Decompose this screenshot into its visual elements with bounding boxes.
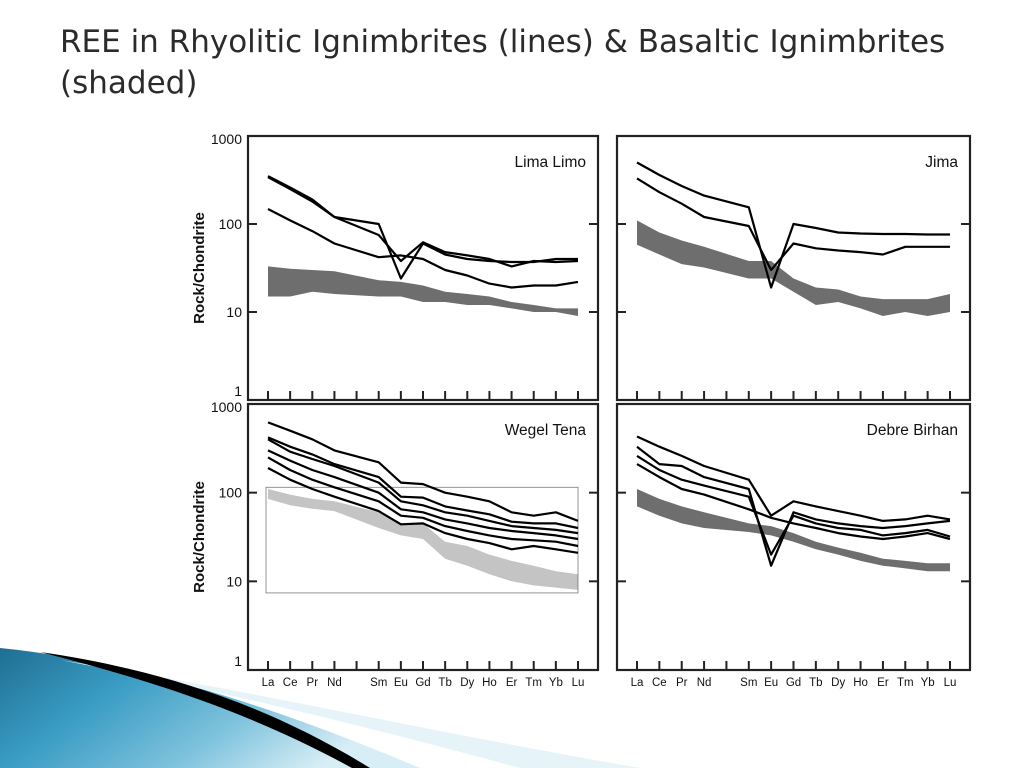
x-tick-label: Tm: [897, 677, 914, 689]
rhyolite-line-2: [267, 436, 579, 530]
rhyolite-line-4: [267, 449, 579, 541]
y-axis-label: Rock/Chondrite: [191, 212, 208, 324]
x-tick-label: Er: [877, 677, 889, 689]
plot-frame: [246, 134, 600, 402]
x-tick-label: Nd: [697, 677, 712, 689]
panel-title: Lima Limo: [515, 154, 587, 171]
x-tick-label: Sm: [740, 677, 757, 689]
rhyolite-line-2: [636, 177, 950, 272]
x-tick-label: Gd: [415, 677, 430, 689]
x-tick-label: Ce: [652, 677, 667, 689]
x-tick-label: Dy: [460, 677, 474, 689]
basaltic-band: [637, 489, 950, 572]
rhyolite-line-1: [636, 435, 951, 523]
x-tick-label: Ce: [283, 677, 298, 689]
panel-title: Debre Birhan: [867, 422, 958, 439]
rhyolite-line-3: [267, 208, 579, 289]
basaltic-band: [637, 220, 950, 316]
basaltic-band: [268, 266, 578, 316]
x-tick-label: Sm: [370, 677, 387, 689]
panel-wegel-tena: Wegel Tena 1000 100 10 1 Rock/Chondrite La Ce Pr…: [191, 399, 600, 689]
panel-lima-limo: Lima Limo 1000 100 10 1 Rock/Chondrite: [191, 131, 600, 402]
x-tick-label: Dy: [831, 677, 845, 689]
x-tick-label: Er: [506, 677, 518, 689]
y-tick-label: 1000: [211, 131, 242, 147]
x-tick-label: Pr: [307, 677, 319, 689]
x-tick-label: Lu: [944, 677, 957, 689]
rhyolite-line-3: [636, 454, 951, 556]
x-tick-label: Yb: [549, 677, 563, 689]
panel-title: Jima: [925, 154, 958, 171]
rhyolite-line-6: [267, 467, 579, 554]
x-tick-label: Lu: [572, 677, 585, 689]
y-tick-label: 1: [234, 653, 242, 669]
x-tick-label: Eu: [764, 677, 778, 689]
y-axis-label: Rock/Chondrite: [191, 481, 208, 593]
x-tick-label: Ho: [853, 677, 868, 689]
x-tick-label: Pr: [676, 677, 688, 689]
y-tick-label: 1000: [211, 399, 242, 415]
band-highlight-box: [265, 486, 579, 594]
x-tick-label: Tb: [438, 677, 451, 689]
rhyolite-line-4: [636, 463, 951, 541]
ribbon-dark-swoosh: [40, 652, 370, 768]
y-tick-label: 1: [234, 383, 242, 399]
y-tick-label: 100: [219, 485, 243, 501]
rhyolite-line-5: [267, 456, 579, 548]
x-tick-label: Nd: [327, 677, 342, 689]
panel-jima: Jima: [615, 134, 972, 402]
rhyolite-line-1: [267, 421, 579, 522]
y-tick-label: 10: [226, 304, 242, 320]
rhyolite-line-1: [267, 175, 579, 268]
plot-frame: [615, 134, 972, 402]
x-tick-label: Tm: [525, 677, 542, 689]
rhyolite-line-2: [267, 176, 578, 280]
slide-title: REE in Rhyolitic Ignimbrites (lines) & B…: [60, 24, 946, 101]
rhyolite-line-1: [636, 161, 950, 289]
ribbon-light-swoosh: [60, 660, 640, 768]
x-tick-label: La: [262, 677, 275, 689]
basaltic-band: [268, 489, 578, 590]
x-tick-label: Gd: [786, 677, 801, 689]
x-tick-label: Eu: [394, 677, 408, 689]
x-tick-label: Tb: [809, 677, 822, 689]
y-tick-label: 10: [226, 573, 242, 589]
x-tick-label: Yb: [921, 677, 935, 689]
rhyolite-line-3: [267, 438, 579, 535]
y-tick-label: 100: [219, 216, 243, 232]
panel-title: Wegel Tena: [505, 422, 587, 439]
x-tick-label: La: [631, 677, 644, 689]
panel-debre-birhan: Debre Birhan La Ce Pr Nd Sm Eu Gd Tb Dy Ho Er Tm Yb Lu: [615, 402, 972, 689]
x-tick-label: Ho: [482, 677, 497, 689]
rhyolite-line-2: [636, 445, 951, 567]
